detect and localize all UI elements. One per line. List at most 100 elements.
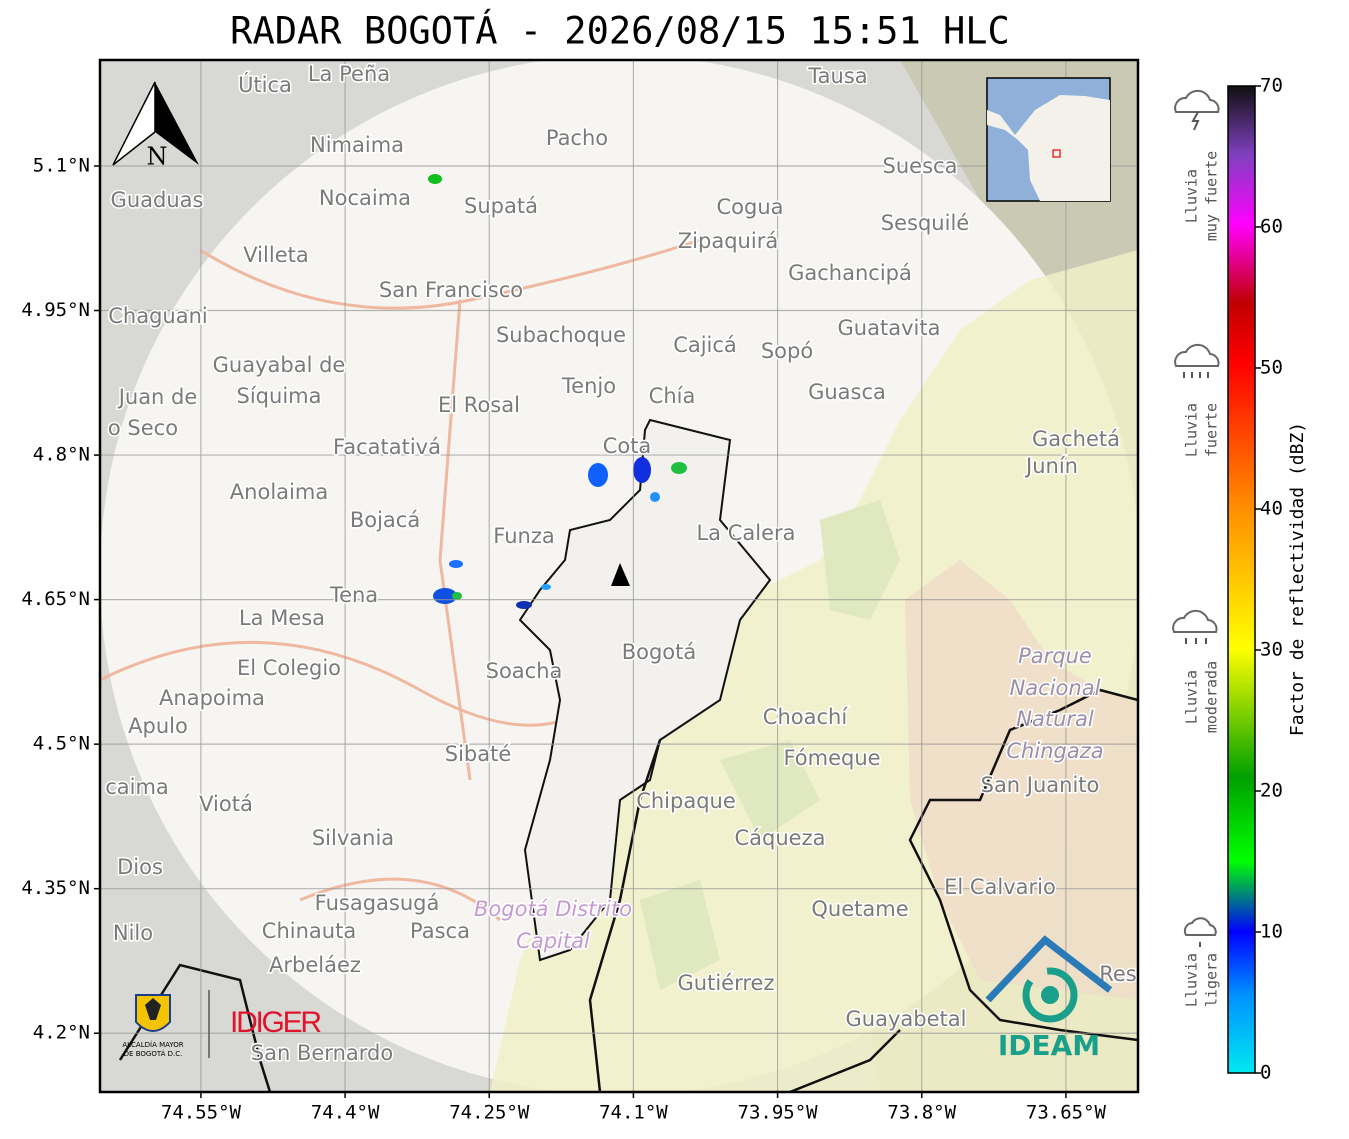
y-tick-label: 4.35°N bbox=[21, 877, 90, 899]
place-label: Capital bbox=[516, 929, 590, 953]
echo bbox=[633, 457, 651, 483]
colorbar bbox=[1227, 85, 1256, 1074]
grid bbox=[100, 60, 1138, 1092]
place-label: La Calera bbox=[696, 521, 795, 545]
place-label: Cogua bbox=[716, 195, 783, 219]
vegetation bbox=[640, 500, 900, 990]
place-label: Viotá bbox=[199, 792, 253, 816]
ideam-text: IDEAM bbox=[998, 1029, 1100, 1062]
legend-label: Lluvia bbox=[1183, 169, 1201, 223]
place-label: Cota bbox=[603, 434, 652, 458]
place-label: Parque bbox=[1018, 644, 1092, 668]
north-arrow: N bbox=[112, 81, 199, 171]
place-label: Zipaquirá bbox=[678, 229, 778, 253]
x-tick-label: 73.8°W bbox=[887, 1102, 956, 1124]
y-tick-label: 4.2°N bbox=[33, 1022, 90, 1044]
place-label: Natural bbox=[1016, 707, 1094, 731]
place-label: Nocaima bbox=[319, 186, 411, 210]
place-label: Gachancipá bbox=[788, 261, 912, 285]
place-label: o Seco bbox=[108, 416, 178, 440]
place-label: La Mesa bbox=[239, 606, 325, 630]
place-label: Anolaima bbox=[230, 480, 328, 504]
place-label: San Juanito bbox=[981, 773, 1100, 797]
place-label: Facatativá bbox=[333, 435, 441, 459]
place-label: Sesquilé bbox=[881, 211, 969, 235]
logo-text: DE BOGOTÁ D.C. bbox=[124, 1049, 183, 1058]
echo bbox=[516, 601, 532, 609]
place-label: Choachí bbox=[763, 705, 849, 729]
alcaldia-logo: ALCALDÍA MAYOR DE BOGOTÁ D.C. IDIGER bbox=[122, 990, 322, 1058]
place-label: San Francisco bbox=[379, 278, 523, 302]
legend-label: Lluvia bbox=[1183, 403, 1201, 457]
title: RADAR BOGOTÁ - 2026/08/15 15:51 HLC bbox=[230, 9, 1010, 53]
place-label: Sopó bbox=[761, 339, 813, 363]
logo-text: ALCALDÍA MAYOR bbox=[122, 1040, 183, 1049]
y-tick-label: 4.8°N bbox=[33, 444, 90, 466]
bogota-boundary bbox=[518, 418, 772, 962]
echo bbox=[588, 463, 608, 487]
place-label: Gutiérrez bbox=[678, 971, 775, 995]
x-tick-label: 73.65°W bbox=[1026, 1102, 1107, 1124]
place-label: Apulo bbox=[128, 714, 188, 738]
place-label: Fómeque bbox=[783, 746, 880, 770]
place-label: Tausa bbox=[807, 64, 867, 88]
place-label: Nimaima bbox=[310, 133, 404, 157]
place-label: El Colegio bbox=[237, 656, 341, 680]
x-tick-label: 74.1°W bbox=[599, 1102, 668, 1124]
place-label: Bogotá bbox=[622, 640, 697, 664]
ideam-logo: IDEAM bbox=[985, 935, 1113, 1062]
legend-label: ligera bbox=[1203, 953, 1221, 1007]
place-label: El Calvario bbox=[944, 875, 1056, 899]
legend-label: muy fuerte bbox=[1203, 151, 1221, 241]
place-label: Sibaté bbox=[445, 742, 512, 766]
place-label: Tena bbox=[329, 583, 378, 607]
x-tick-label: 73.95°W bbox=[738, 1102, 819, 1124]
place-label: San Bernardo bbox=[251, 1041, 393, 1065]
place-label: Fusagasugá bbox=[315, 891, 440, 915]
colorbar-tick-label: 10 bbox=[1260, 921, 1283, 943]
place-label: Soacha bbox=[486, 659, 563, 683]
place-label: Chipaque bbox=[636, 789, 736, 813]
legend-label: Lluvia bbox=[1183, 670, 1201, 724]
place-label: Síquima bbox=[237, 384, 322, 408]
colorbar-tick-label: 50 bbox=[1260, 357, 1283, 379]
place-label: Bogotá Distrito bbox=[474, 897, 632, 921]
colorbar-tick-label: 30 bbox=[1260, 639, 1283, 661]
north-label: N bbox=[147, 143, 168, 171]
place-label: Juan de bbox=[117, 385, 198, 409]
echo bbox=[650, 492, 660, 502]
place-label: Guayabal de bbox=[213, 353, 346, 377]
place-label: Chía bbox=[649, 384, 696, 408]
place-label: Cajicá bbox=[673, 333, 737, 357]
legend-icons bbox=[1172, 89, 1220, 947]
colorbar-tick-label: 70 bbox=[1260, 75, 1283, 97]
echo bbox=[449, 560, 463, 568]
place-label: Arbeláez bbox=[269, 953, 361, 977]
place-label: Junín bbox=[1024, 454, 1078, 478]
park-area bbox=[905, 560, 1138, 1000]
place-label: Quetame bbox=[811, 897, 908, 921]
place-label: Supatá bbox=[464, 194, 538, 218]
place-label: Guasca bbox=[808, 380, 886, 404]
y-tick-label: 4.95°N bbox=[21, 299, 90, 321]
place-label: Útica bbox=[238, 72, 292, 97]
place-label: Silvania bbox=[312, 826, 394, 850]
legend-label: Lluvia bbox=[1183, 953, 1201, 1007]
place-label: La Peña bbox=[308, 62, 390, 86]
place-label: El Rosal bbox=[438, 393, 520, 417]
place-label: Guaduas bbox=[111, 188, 204, 212]
y-tick-label: 5.1°N bbox=[33, 154, 90, 176]
roads bbox=[100, 238, 701, 922]
inset-map bbox=[986, 77, 1111, 202]
place-label: Villeta bbox=[243, 243, 308, 267]
echo bbox=[428, 174, 442, 184]
places: La Peña Útica Tausa Pacho Nimaima Guaduas Noca… bbox=[104, 61, 1138, 1067]
place-label: Guatavita bbox=[838, 316, 941, 340]
place-label: Suesca bbox=[883, 154, 958, 178]
echo bbox=[671, 462, 687, 474]
place-label: Bojacá bbox=[350, 508, 420, 532]
place-label: Chinauta bbox=[262, 919, 356, 943]
radar-site bbox=[611, 563, 630, 586]
colorbar-tick-label: 0 bbox=[1260, 1062, 1271, 1084]
